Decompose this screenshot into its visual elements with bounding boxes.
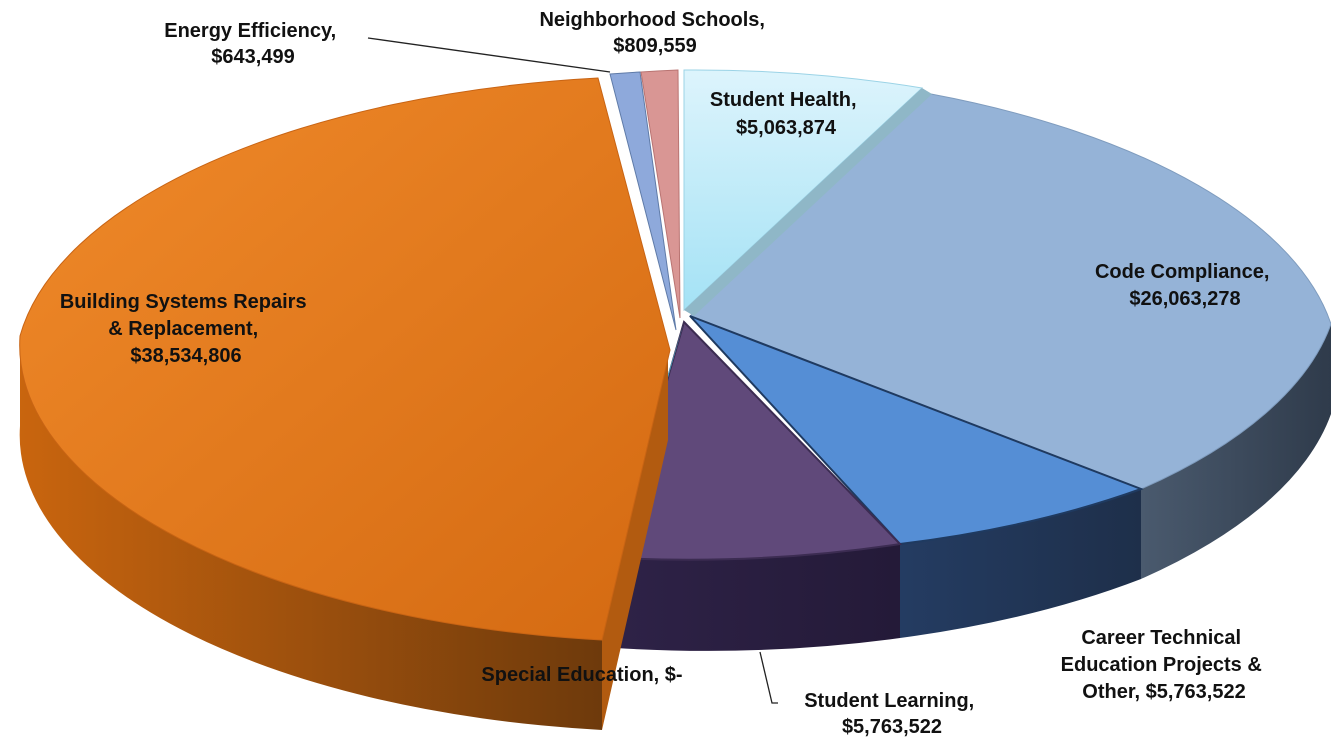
slice-neighborhood-schools — [640, 69, 681, 319]
slice-student-health — [683, 69, 932, 316]
leader-line-energy-efficiency — [367, 37, 611, 73]
slice-energy-efficiency — [609, 71, 677, 331]
slice-building-systems-top — [19, 77, 671, 641]
slice-code-compliance-side — [1141, 324, 1331, 579]
label-student-learning: Student Learning, $5,763,522 — [804, 690, 980, 738]
label-building-systems: Building Systems Repairs & Replacement, … — [60, 291, 312, 367]
slice-career-technical — [689, 315, 1144, 638]
slice-building-systems — [19, 77, 671, 730]
slice-student-learning-side — [616, 544, 900, 651]
slice-student-learning — [614, 320, 903, 651]
slice-code-compliance-top — [689, 93, 1331, 490]
label-student-health: Student Health, $5,063,874 — [710, 89, 862, 139]
slice-code-compliance — [689, 93, 1331, 579]
slice-career-technical-side — [900, 489, 1141, 638]
label-code-compliance: Code Compliance, $26,063,278 — [1095, 261, 1275, 310]
slice-student-health-top — [683, 69, 924, 312]
slice-building-systems-wall — [602, 350, 668, 730]
label-energy-efficiency: Energy Efficiency, $643,499 — [164, 20, 341, 68]
leader-line-student-learning — [759, 651, 778, 704]
slice-student-health-edge — [684, 88, 932, 316]
slice-building-systems-side — [19, 336, 603, 730]
slice-career-technical-top — [689, 315, 1144, 546]
label-neighborhood-schools: Neighborhood Schools, $809,559 — [539, 9, 770, 57]
label-career-technical: Career Technical Education Projects & Ot… — [1061, 627, 1268, 703]
label-special-education: Special Education, $- — [481, 664, 682, 686]
